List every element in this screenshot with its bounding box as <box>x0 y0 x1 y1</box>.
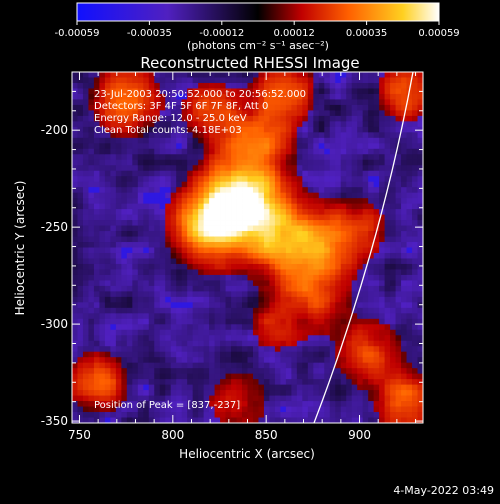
x-tick-label: 900 <box>348 428 371 442</box>
info-annotation: 23-Jul-2003 20:50:52.000 to 20:56:52.000… <box>94 89 306 136</box>
x-axis-label: Heliocentric X (arcsec) <box>179 447 315 461</box>
solar-limb-line <box>313 72 414 423</box>
info-line-counts: Clean Total counts: 4.18E+03 <box>94 125 242 136</box>
y-axis-label: Heliocentric Y (arcsec) <box>13 181 27 316</box>
info-line-detectors: Detectors: 3F 4F 5F 6F 7F 8F, Att 0 <box>94 101 268 112</box>
plot-area: 750 800 850 900 -200 -250 -300 -350 23-Jul-2003… <box>41 71 424 442</box>
heatmap-image <box>72 72 423 423</box>
axis-ticks: 750 800 850 900 -200 -250 -300 -350 <box>41 72 423 442</box>
info-line-time: 23-Jul-2003 20:50:52.000 to 20:56:52.000 <box>94 89 306 100</box>
colorbar-tick-label: 0.00059 <box>418 28 459 39</box>
colorbar-gradient <box>76 2 440 22</box>
y-tick-label: -250 <box>41 220 68 234</box>
colorbar-tick-label: -0.00012 <box>199 28 244 39</box>
footer-date: 4-May-2022 03:49 <box>393 484 494 497</box>
colorbar-tick-label: 0.00035 <box>346 28 387 39</box>
y-tick-label: -200 <box>41 123 68 137</box>
peak-position-label: Position of Peak = [837,-237] <box>94 400 240 411</box>
y-tick-label: -350 <box>41 414 68 428</box>
colorbar-unit-label: (photons cm⁻² s⁻¹ asec⁻²) <box>187 39 329 52</box>
colorbar: -0.00059 -0.00035 -0.00012 0.00012 0.00035 0.… <box>55 2 460 52</box>
x-tick-label: 750 <box>68 428 91 442</box>
colorbar-ticks: -0.00059 -0.00035 -0.00012 0.00012 0.00035 0.… <box>55 21 460 39</box>
info-line-energy: Energy Range: 12.0 - 25.0 keV <box>94 113 247 124</box>
x-tick-label: 800 <box>161 428 184 442</box>
chart-title: Reconstructed RHESSI Image <box>140 54 359 72</box>
colorbar-tick-label: -0.00035 <box>127 28 172 39</box>
x-tick-label: 850 <box>255 428 278 442</box>
colorbar-tick-label: 0.00012 <box>274 28 315 39</box>
colorbar-tick-label: -0.00059 <box>55 28 100 39</box>
y-tick-label: -300 <box>41 317 68 331</box>
